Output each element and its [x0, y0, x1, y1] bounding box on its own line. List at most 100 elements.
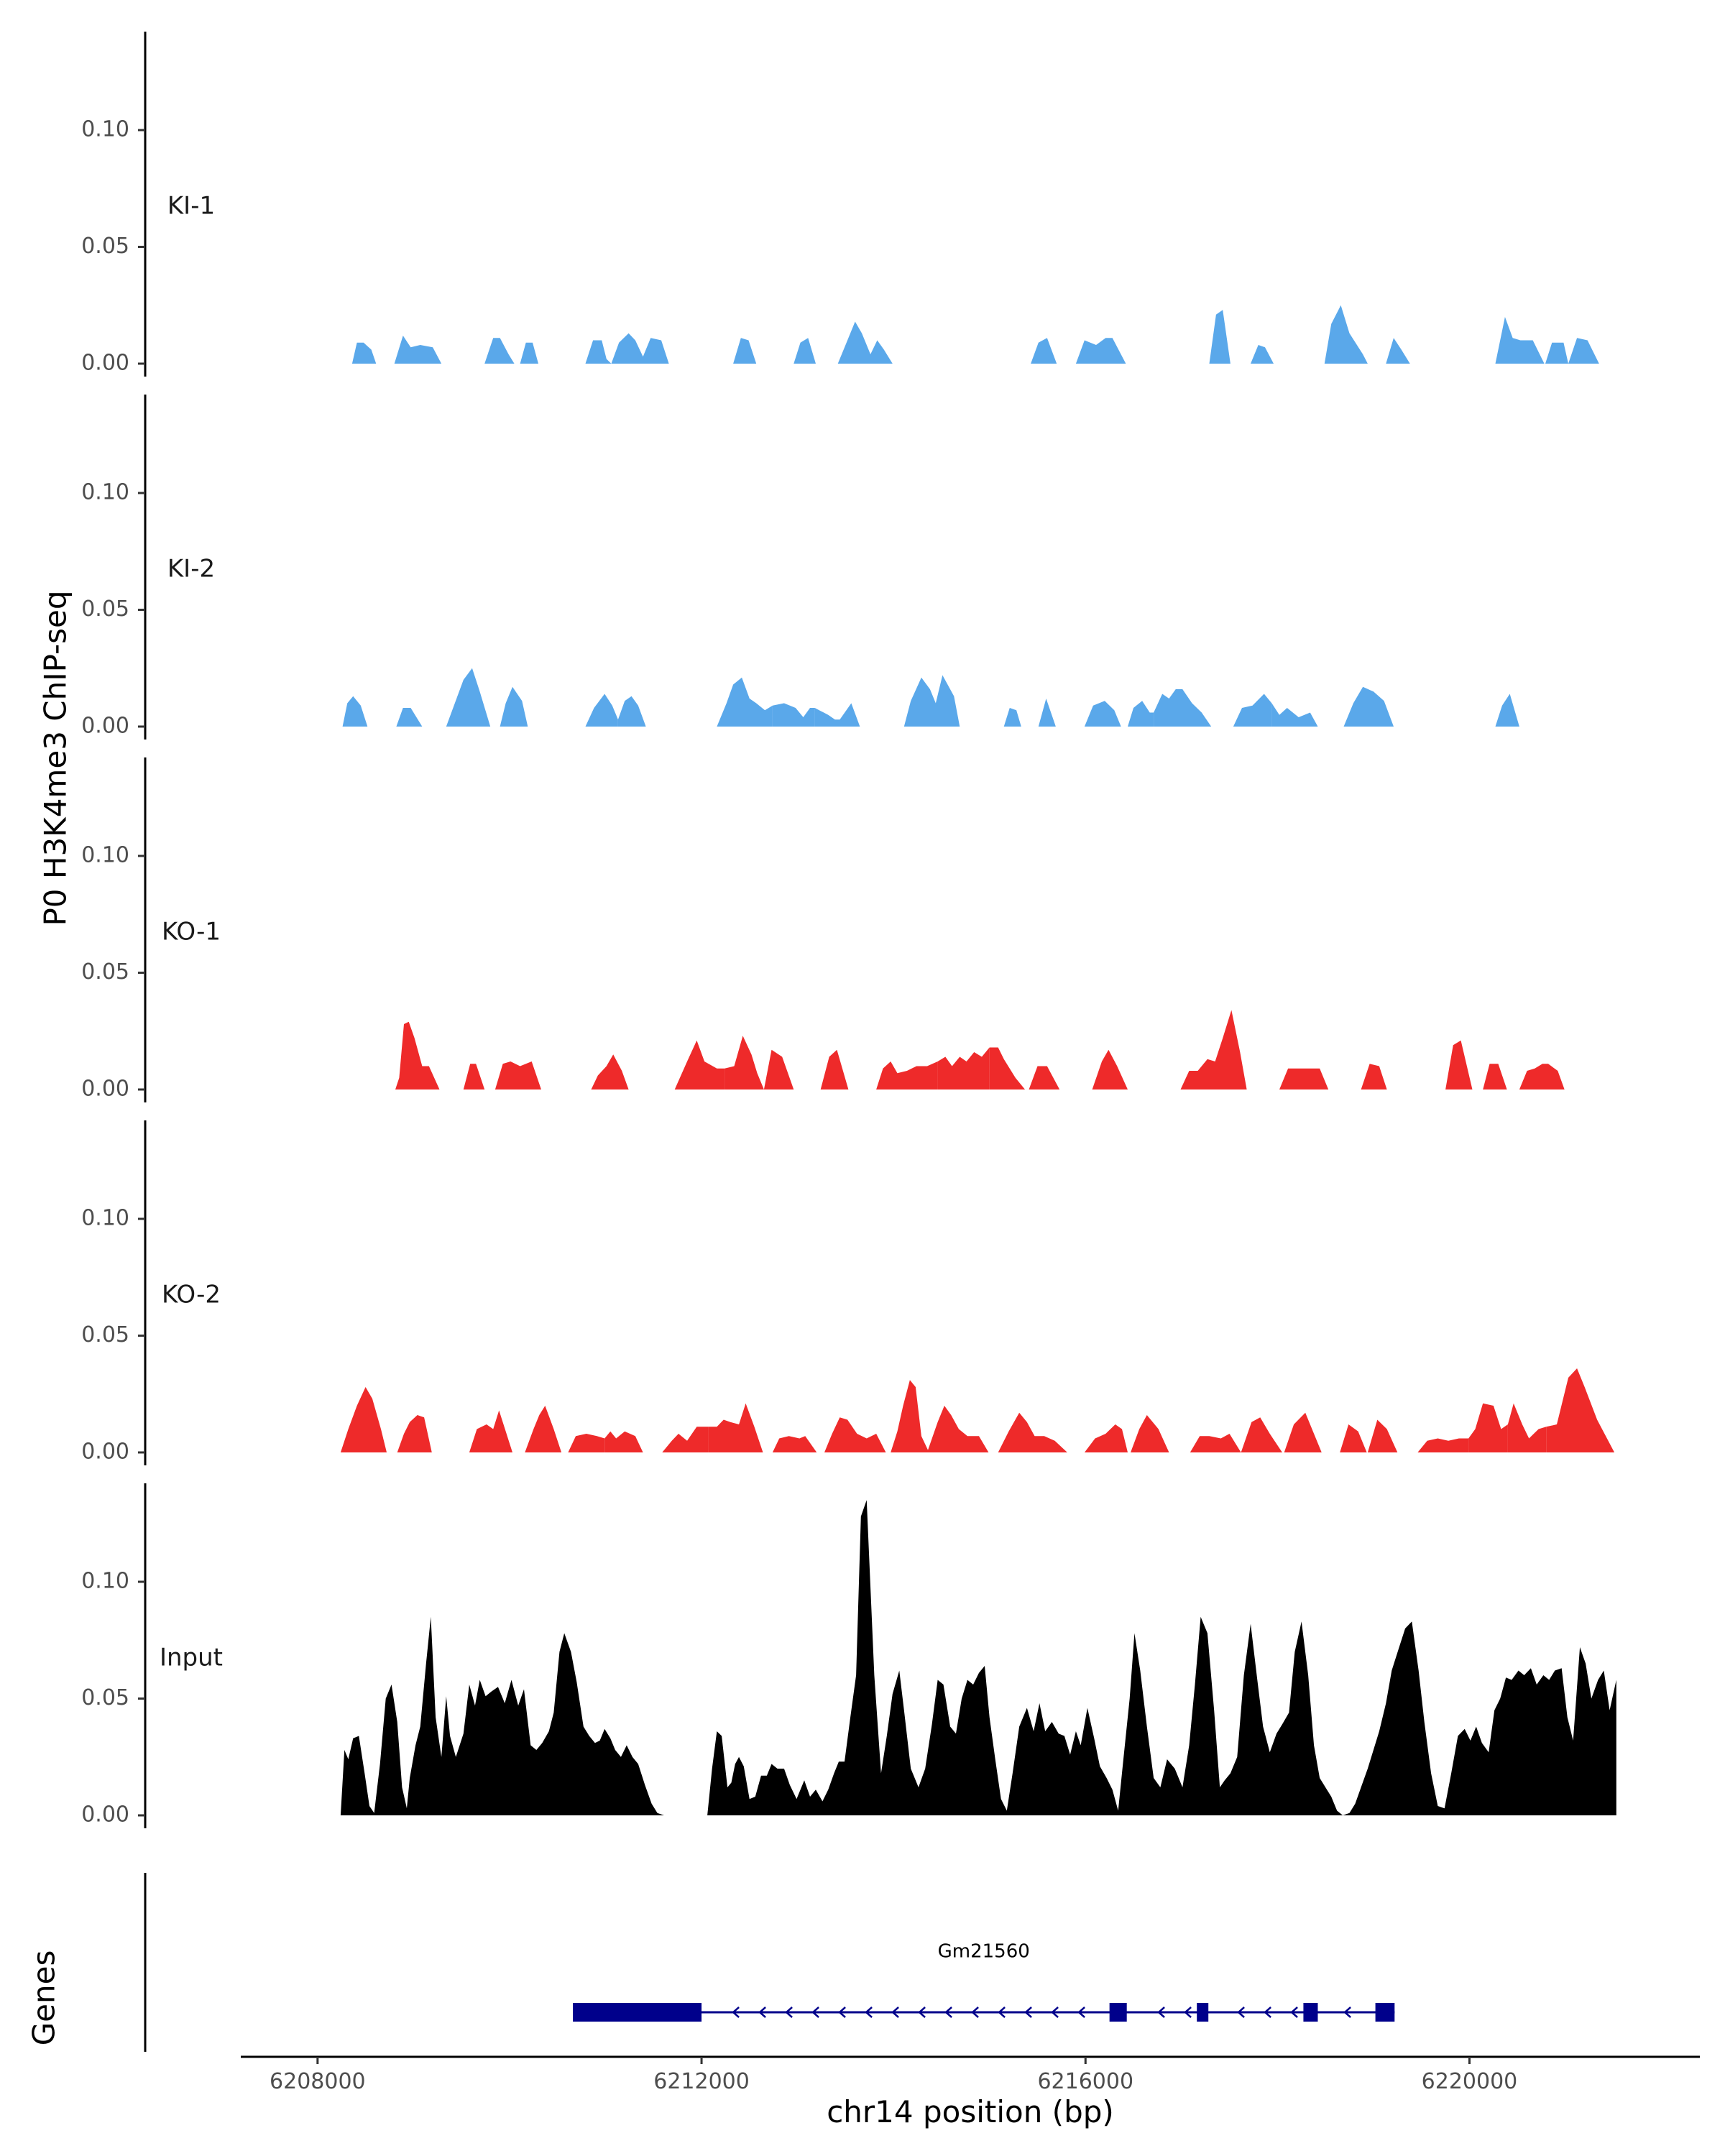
signal-peak: [1324, 305, 1368, 364]
signal-peak: [591, 1054, 629, 1089]
signal-peak: [733, 338, 757, 364]
strand-arrow: [1237, 2007, 1245, 2018]
gene-exon: [1197, 2003, 1209, 2022]
gene-exon: [1109, 2003, 1127, 2022]
y-tick-label: 0.05: [81, 234, 129, 259]
signal-peak: [1241, 1417, 1282, 1452]
signal-peak: [446, 668, 491, 727]
signal-peak: [1483, 1064, 1507, 1089]
strand-arrow: [1024, 2007, 1032, 2018]
signal-peak: [1507, 1403, 1547, 1452]
y-tick-label: 0.00: [81, 1802, 129, 1828]
signal-peak: [1279, 1068, 1329, 1089]
signal-peak: [395, 1021, 440, 1089]
signal-peak: [1128, 701, 1154, 727]
signal-peak: [903, 675, 960, 727]
strand-arrow: [865, 2007, 873, 2018]
y-tick-label: 0.05: [81, 959, 129, 985]
strand-arrow: [1184, 2007, 1192, 2018]
signal-peak: [1084, 701, 1121, 727]
track-ki-2: 0.00 0.05 0.10 KI-2: [81, 395, 1519, 740]
signal-peak: [1568, 338, 1599, 364]
gene-name-label: Gm21560: [938, 1941, 1030, 1963]
signal-peak: [1084, 1424, 1128, 1452]
x-tick-label: 6212000: [653, 2069, 750, 2094]
signal-peak: [707, 1500, 1616, 1815]
signal-peak: [824, 1417, 886, 1452]
strand-arrow: [971, 2007, 979, 2018]
strand-arrow: [1077, 2007, 1085, 2018]
strand-arrow: [998, 2007, 1006, 2018]
track-label: Input: [160, 1644, 223, 1672]
signal-peak: [926, 1406, 989, 1452]
gene-exon: [1303, 2003, 1318, 2022]
signal-peak: [1271, 703, 1318, 727]
strand-arrow: [838, 2007, 846, 2018]
y-tick-label: 0.05: [81, 596, 129, 622]
signal-peak: [674, 1040, 725, 1089]
y-tick-label: 0.10: [81, 1569, 129, 1594]
y-tick-label: 0.00: [81, 1439, 129, 1465]
signal-peak: [717, 677, 773, 727]
gene-panel: Gm21560: [144, 1873, 1395, 2052]
gene-exon: [573, 2003, 702, 2022]
y-axis-title: P0 H3K4me3 ChIP-seq: [38, 590, 73, 926]
signal-peak: [708, 1403, 763, 1452]
signal-peak: [1209, 310, 1230, 364]
signal-peak: [494, 1061, 541, 1089]
signal-peak: [814, 703, 860, 727]
x-axis-title: chr14 position (bp): [827, 2094, 1114, 2129]
track-ko-2: 0.00 0.05 0.10 KO-2: [81, 1120, 1615, 1465]
track-label: KI-2: [167, 555, 215, 584]
signal-peak: [340, 1616, 691, 1815]
signal-peak: [1029, 1066, 1060, 1089]
signal-peak: [1343, 686, 1394, 727]
signal-peak: [525, 1406, 562, 1452]
strand-arrow: [1290, 2007, 1298, 2018]
signal-peak: [469, 1410, 512, 1452]
signal-peak: [1154, 689, 1212, 727]
signal-peak: [1092, 1049, 1128, 1089]
signal-tracks: 0.00 0.05 0.10 KI-1 0.00 0.05 0.10 KI-2 0.00 0.05…: [81, 32, 1616, 1828]
signal-peak: [340, 1387, 387, 1452]
x-tick-label: 6208000: [270, 2069, 366, 2094]
signal-peak: [937, 1047, 990, 1089]
strand-arrow: [1051, 2007, 1059, 2018]
signal-peak: [394, 336, 442, 364]
strand-arrow: [944, 2007, 952, 2018]
signal-peak: [604, 1431, 643, 1452]
track-label: KO-1: [162, 918, 221, 946]
strand-arrow: [891, 2007, 899, 2018]
genes-axis-title: Genes: [27, 1950, 62, 2046]
signal-peak: [1233, 694, 1272, 727]
track-label: KI-1: [167, 192, 215, 221]
signal-peak: [1361, 1064, 1387, 1089]
track-ki-1: 0.00 0.05 0.10 KI-1: [81, 32, 1599, 377]
signal-peak: [1367, 1419, 1398, 1452]
signal-peak: [1075, 338, 1126, 364]
x-tick-label: 6216000: [1037, 2069, 1133, 2094]
signal-peak: [611, 333, 669, 364]
signal-peak: [1251, 345, 1274, 364]
signal-peak: [1386, 338, 1410, 364]
signal-peak: [662, 1427, 709, 1452]
signal-peak: [891, 1380, 929, 1452]
y-tick-label: 0.00: [81, 351, 129, 376]
y-tick-label: 0.10: [81, 117, 129, 142]
signal-peak: [794, 338, 816, 364]
signal-peak: [1468, 1403, 1508, 1452]
strand-arrow: [785, 2007, 793, 2018]
signal-peak: [1003, 708, 1021, 727]
signal-peak: [1180, 1010, 1247, 1089]
signal-peak: [1495, 694, 1519, 727]
signal-peak: [463, 1064, 485, 1089]
strand-arrow: [1343, 2007, 1351, 2018]
signal-peak: [1190, 1434, 1241, 1452]
signal-peak: [1031, 338, 1057, 364]
signal-peak: [617, 696, 646, 727]
signal-peak: [484, 338, 515, 364]
y-tick-label: 0.10: [81, 843, 129, 868]
track-ko-1: 0.00 0.05 0.10 KO-1: [81, 757, 1565, 1102]
y-tick-label: 0.10: [81, 480, 129, 505]
y-tick-label: 0.10: [81, 1206, 129, 1231]
